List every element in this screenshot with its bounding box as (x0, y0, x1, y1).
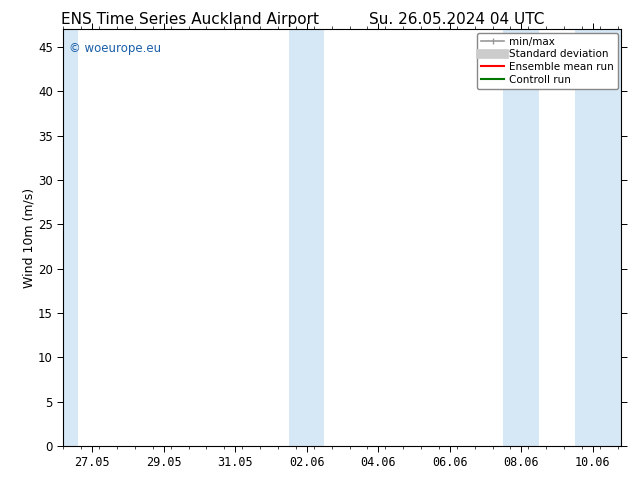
Text: © woeurope.eu: © woeurope.eu (69, 42, 161, 55)
Y-axis label: Wind 10m (m/s): Wind 10m (m/s) (22, 188, 36, 288)
Text: ENS Time Series Auckland Airport: ENS Time Series Auckland Airport (61, 12, 319, 27)
Bar (575, 29, 621, 446)
Bar (288, 29, 325, 446)
Bar (63, 29, 78, 446)
Bar (503, 29, 539, 446)
Text: Su. 26.05.2024 04 UTC: Su. 26.05.2024 04 UTC (369, 12, 544, 27)
Legend: min/max, Standard deviation, Ensemble mean run, Controll run: min/max, Standard deviation, Ensemble me… (477, 32, 618, 89)
